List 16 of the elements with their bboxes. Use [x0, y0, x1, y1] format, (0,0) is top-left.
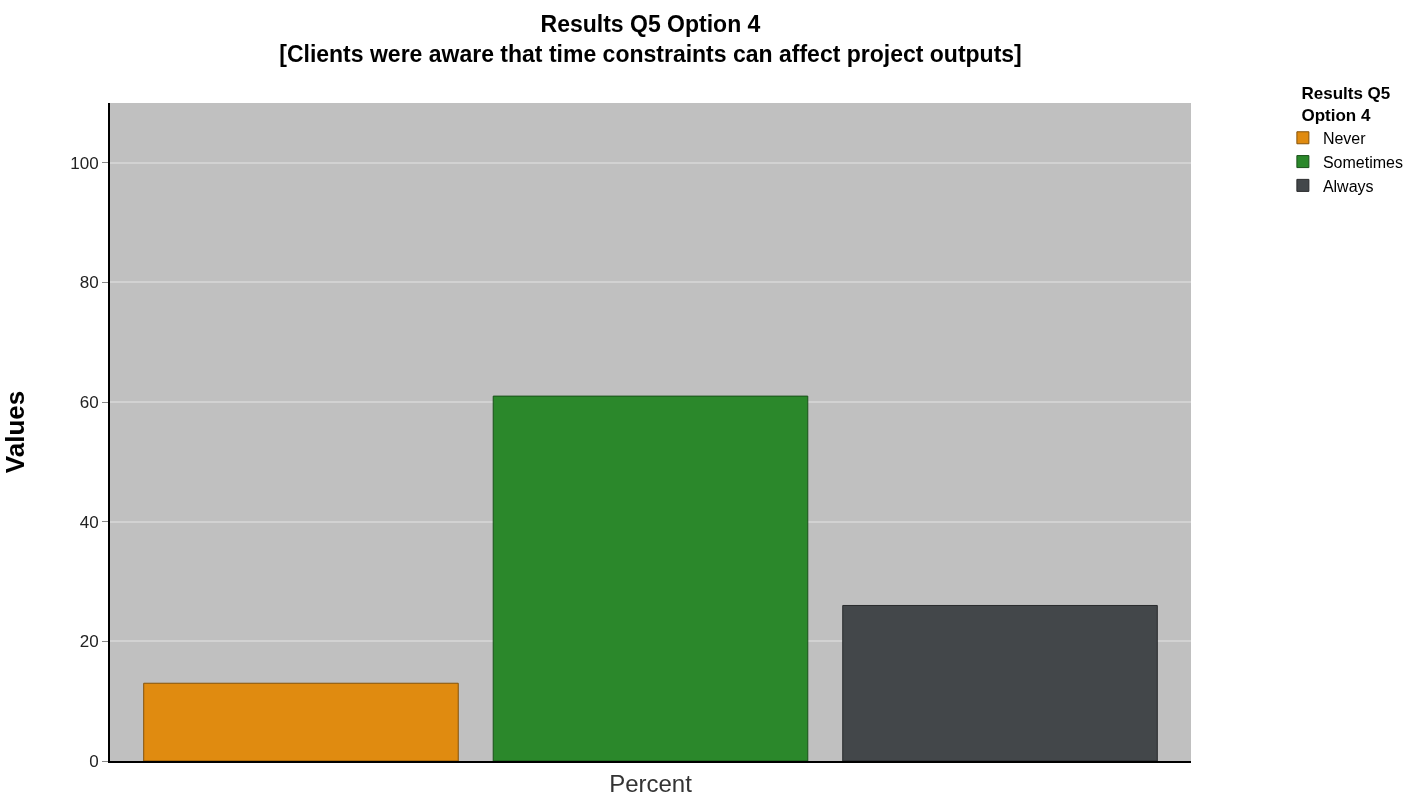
- x-tick-label: Percent: [609, 769, 693, 797]
- legend-label: Never: [1322, 130, 1367, 148]
- y-tick-label: 40: [79, 512, 99, 532]
- bar: [842, 604, 1158, 761]
- y-tick-label: 20: [79, 632, 99, 652]
- y-tick-label: 80: [79, 273, 99, 293]
- y-axis-title: Values: [0, 390, 30, 474]
- bar: [143, 682, 459, 761]
- chart-title: Results Q5 Option 4 [Clients were aware that time constraints can affect project outputs]: [279, 11, 1022, 68]
- y-tick-label: 60: [79, 393, 99, 413]
- y-tick-label: 100: [70, 153, 99, 173]
- legend-label: Sometimes: [1322, 153, 1403, 171]
- y-tick-label: 0: [89, 751, 99, 771]
- bar: [492, 395, 809, 761]
- legend-title: Results Q5 Option 4: [1301, 83, 1391, 125]
- legend-label: Always: [1322, 177, 1374, 195]
